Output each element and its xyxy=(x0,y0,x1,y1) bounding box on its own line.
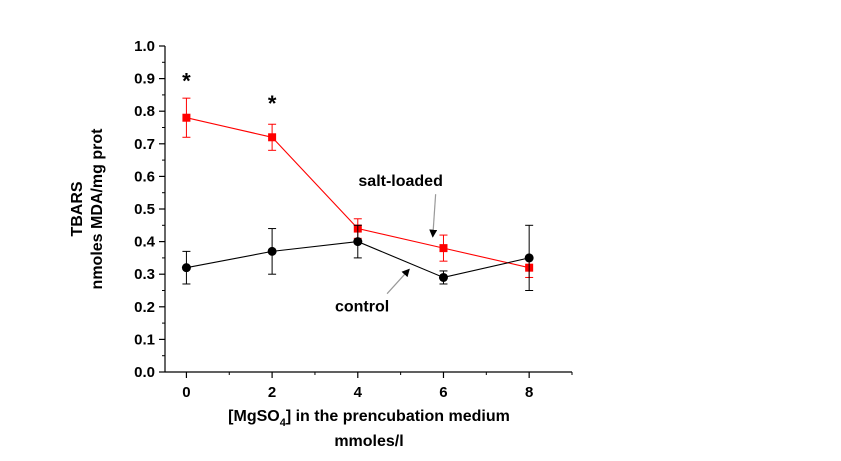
series-annotation-salt-loaded: salt-loaded xyxy=(358,173,442,190)
data-point xyxy=(182,113,191,122)
y-tick-label: 0.9 xyxy=(134,71,155,88)
x-tick-label: 6 xyxy=(439,384,447,401)
x-axis-title-post: ] in the prencubation medium xyxy=(286,408,510,425)
annotation-arrow xyxy=(429,194,438,238)
x-axis-title-pre: [MgSO xyxy=(228,408,280,425)
data-point xyxy=(181,263,191,273)
x-axis-title-line2: mmoles/l xyxy=(334,433,403,450)
annotation-layer: salt-loaded control * * xyxy=(182,68,443,315)
axes xyxy=(164,46,572,373)
y-tick-label: 0.6 xyxy=(134,168,155,185)
x-tick-label: 2 xyxy=(268,384,276,401)
data-point xyxy=(268,133,277,142)
y-tick-label: 0.5 xyxy=(134,201,155,218)
x-axis-title-line1: [MgSO4] in the prencubation medium xyxy=(228,408,510,429)
y-tick-label: 0.4 xyxy=(134,234,156,251)
x-tick-label: 4 xyxy=(354,384,363,401)
significance-star: * xyxy=(182,68,191,93)
y-axis-title-line2: nmoles MDA/mg prot xyxy=(89,128,106,290)
y-axis-title-line1: TBARS xyxy=(69,181,86,236)
y-tick-label: 0.8 xyxy=(134,103,155,120)
y-tick-label: 0.7 xyxy=(134,136,155,153)
series-annotation-control: control xyxy=(335,299,389,316)
y-tick-label: 0.3 xyxy=(134,266,155,283)
x-tick-label: 8 xyxy=(525,384,533,401)
series-layer xyxy=(181,97,534,291)
series-control xyxy=(181,224,534,291)
annotation-arrow xyxy=(386,268,410,295)
data-point xyxy=(439,244,448,253)
axis-titles: TBARS nmoles MDA/mg prot [MgSO4] in the … xyxy=(69,128,510,450)
data-point xyxy=(438,272,448,282)
y-tick-label: 1.0 xyxy=(134,38,155,55)
data-point xyxy=(353,237,363,247)
ticks: 0.0 0.1 0.2 0.3 0.4 0.5 0.6 0.7 0.8 0.9 1.0 0 2 4 6 8 xyxy=(134,38,573,401)
y-tick-label: 0.1 xyxy=(134,331,155,348)
data-point xyxy=(267,246,277,256)
y-tick-label: 0.2 xyxy=(134,299,155,316)
significance-star: * xyxy=(268,91,277,116)
x-tick-label: 0 xyxy=(182,384,190,401)
data-point xyxy=(524,253,534,263)
y-tick-label: 0.0 xyxy=(134,364,155,381)
x-axis-title-sub: 4 xyxy=(280,417,287,429)
